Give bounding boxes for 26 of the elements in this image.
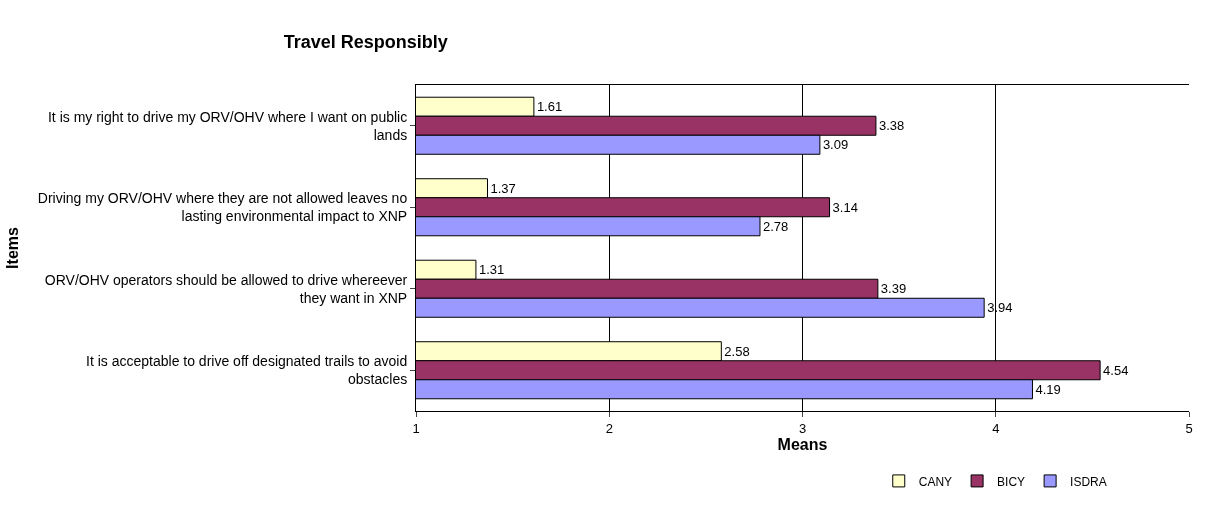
y-axis-title: Items bbox=[3, 227, 21, 269]
y-tick-label: Driving my ORV/OHV where they are not allowed leaves no lasting environmental impact to XNP bbox=[37, 190, 408, 225]
data-label: 3.09 bbox=[822, 137, 849, 153]
x-tick-label: 1 bbox=[412, 420, 420, 436]
x-tick-label: 2 bbox=[605, 420, 613, 436]
data-label: 3.38 bbox=[878, 118, 905, 134]
x-tick-label: 5 bbox=[1185, 420, 1193, 436]
x-tick-label: 4 bbox=[992, 420, 1000, 436]
chart-title: Travel Responsibly bbox=[283, 32, 448, 53]
data-label: 2.58 bbox=[724, 343, 750, 359]
data-label: 4.54 bbox=[1103, 362, 1129, 378]
y-tick-label: It is my right to drive my ORV/OHV where I want on public lands bbox=[48, 108, 408, 143]
legend-label: BICY bbox=[997, 474, 1026, 489]
y-tick-label: It is acceptable to drive off designated trails to avoid obstacles bbox=[86, 353, 408, 388]
data-label: 1.61 bbox=[536, 99, 563, 115]
legend-label: CANY bbox=[918, 474, 953, 489]
x-tick-label: 3 bbox=[798, 420, 807, 436]
data-label: 3.39 bbox=[880, 281, 907, 297]
data-label: 1.31 bbox=[478, 262, 505, 278]
y-tick-label: ORV/OHV operators should be allowed to drive whereever they want in XNP bbox=[44, 271, 408, 306]
x-axis-title: Means bbox=[777, 435, 828, 453]
data-label: 3.14 bbox=[832, 199, 858, 215]
legend-label: ISDRA bbox=[1070, 474, 1107, 489]
data-label: 4.19 bbox=[1035, 381, 1061, 397]
data-label: 2.78 bbox=[762, 218, 789, 234]
data-label: 1.37 bbox=[490, 180, 516, 196]
